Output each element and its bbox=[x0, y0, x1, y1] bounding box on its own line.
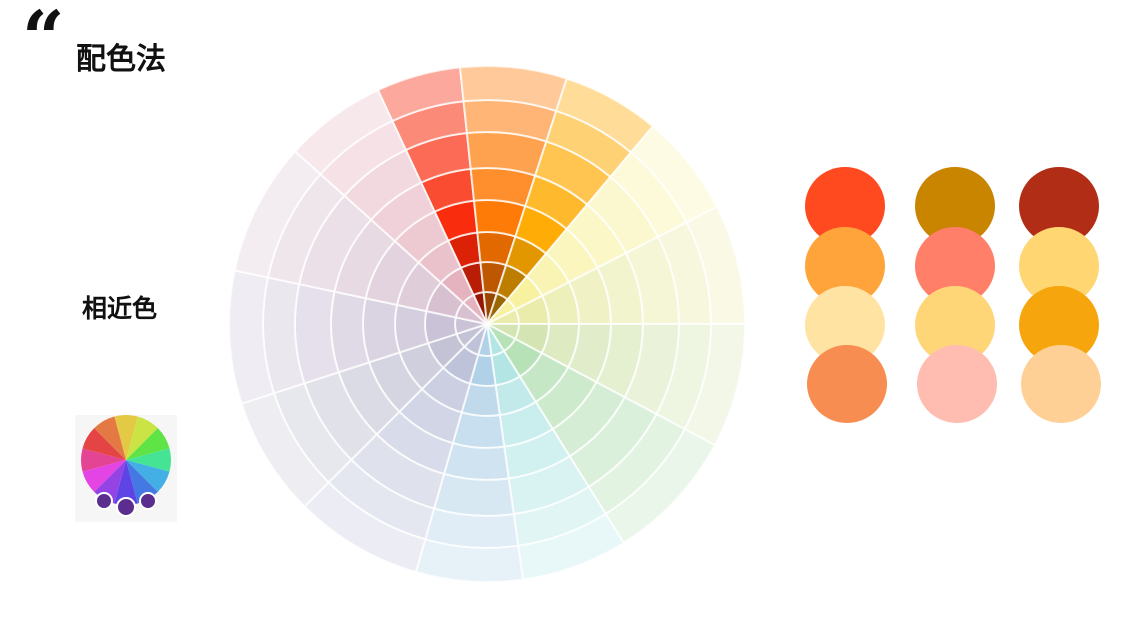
color-wheel-icon-segment bbox=[94, 416, 126, 460]
color-swatch bbox=[915, 227, 995, 305]
color-wheel-segment bbox=[362, 297, 401, 364]
color-swatch bbox=[1019, 286, 1099, 364]
color-wheel-icon-segment bbox=[126, 448, 171, 472]
page-title: 配色法 bbox=[76, 42, 166, 77]
color-wheel-segment bbox=[330, 290, 371, 374]
color-swatch bbox=[1019, 167, 1099, 245]
color-swatch bbox=[805, 167, 885, 245]
color-wheel-segment bbox=[394, 303, 430, 354]
color-wheel-icon-segment bbox=[82, 428, 126, 460]
color-wheel-segment bbox=[432, 472, 515, 517]
color-wheel-icon-segment bbox=[126, 460, 170, 492]
highlight-dot-icon bbox=[139, 492, 157, 510]
color-swatch bbox=[1021, 345, 1101, 423]
color-wheel-segment bbox=[293, 88, 394, 176]
color-wheel-icon-segment bbox=[114, 460, 138, 505]
color-wheel-icon-segment bbox=[126, 416, 158, 460]
highlight-dot-icon bbox=[95, 492, 113, 510]
color-swatch bbox=[805, 227, 885, 305]
color-wheel-icon-segment bbox=[81, 448, 126, 472]
color-swatch bbox=[805, 286, 885, 364]
color-swatch bbox=[917, 345, 997, 423]
color-wheel-diagram bbox=[228, 65, 747, 583]
color-swatch bbox=[1019, 227, 1099, 305]
color-wheel-segment bbox=[294, 282, 340, 385]
color-wheel-icon-segment bbox=[126, 428, 170, 460]
color-wheel-icon-segment bbox=[82, 460, 126, 492]
highlight-dot-icon bbox=[116, 497, 136, 517]
color-wheel-segment bbox=[442, 441, 510, 481]
color-swatch bbox=[915, 286, 995, 364]
section-label: 相近色 bbox=[82, 294, 158, 323]
color-swatch bbox=[807, 345, 887, 423]
quote-mark-icon: “ bbox=[22, 0, 65, 82]
color-wheel-icon bbox=[75, 415, 177, 522]
color-swatch bbox=[915, 167, 995, 245]
color-wheel-icon-segment bbox=[114, 415, 138, 460]
